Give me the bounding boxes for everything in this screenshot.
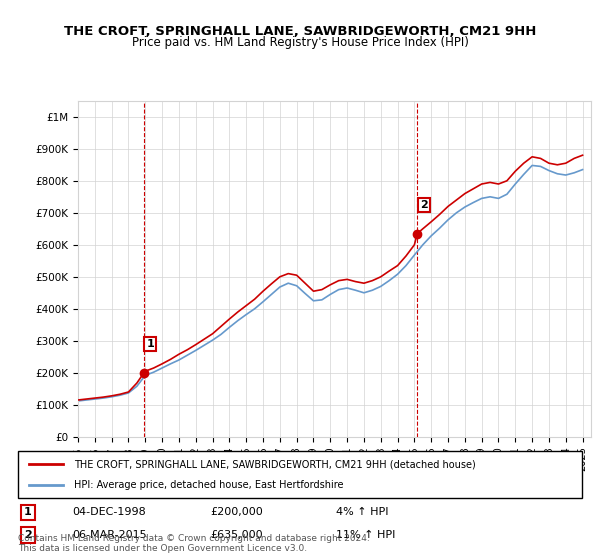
Text: £635,000: £635,000 [210, 530, 263, 540]
Text: 11% ↑ HPI: 11% ↑ HPI [336, 530, 395, 540]
Text: THE CROFT, SPRINGHALL LANE, SAWBRIDGEWORTH, CM21 9HH (detached house): THE CROFT, SPRINGHALL LANE, SAWBRIDGEWOR… [74, 459, 476, 469]
Text: 4% ↑ HPI: 4% ↑ HPI [336, 507, 389, 517]
Text: 2: 2 [24, 530, 32, 540]
Text: 2: 2 [420, 200, 428, 210]
Text: 1: 1 [24, 507, 32, 517]
Text: Price paid vs. HM Land Registry's House Price Index (HPI): Price paid vs. HM Land Registry's House … [131, 36, 469, 49]
Text: 04-DEC-1998: 04-DEC-1998 [72, 507, 146, 517]
Text: THE CROFT, SPRINGHALL LANE, SAWBRIDGEWORTH, CM21 9HH: THE CROFT, SPRINGHALL LANE, SAWBRIDGEWOR… [64, 25, 536, 38]
Text: Contains HM Land Registry data © Crown copyright and database right 2024.
This d: Contains HM Land Registry data © Crown c… [18, 534, 370, 553]
FancyBboxPatch shape [18, 451, 582, 498]
Text: £200,000: £200,000 [210, 507, 263, 517]
Text: HPI: Average price, detached house, East Hertfordshire: HPI: Average price, detached house, East… [74, 480, 344, 490]
Text: 06-MAR-2015: 06-MAR-2015 [72, 530, 146, 540]
Text: 1: 1 [146, 339, 154, 349]
